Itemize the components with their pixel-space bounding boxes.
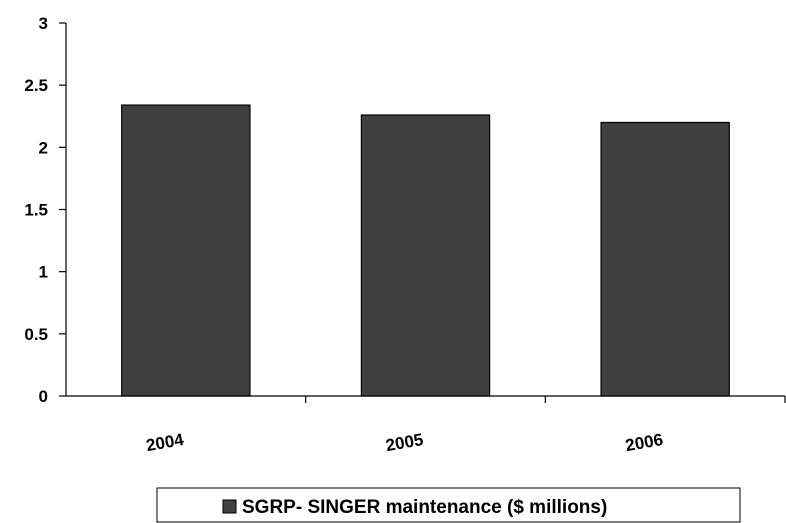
y-tick-label: 0 bbox=[39, 387, 48, 406]
legend-label: SGRP- SINGER maintenance ($ millions) bbox=[242, 497, 607, 518]
y-tick-label: 2.5 bbox=[24, 76, 48, 95]
x-labels: 2004 2005 2006 bbox=[145, 430, 665, 455]
y-axis: 0 0.5 1 1.5 2 2.5 3 bbox=[24, 14, 67, 406]
y-tick-label: 1.5 bbox=[24, 201, 48, 220]
legend-box bbox=[156, 487, 741, 523]
y-tick-label: 0.5 bbox=[24, 325, 48, 344]
x-ticks bbox=[305, 396, 786, 403]
bar-2005 bbox=[360, 114, 491, 397]
y-tick-label: 2 bbox=[39, 138, 48, 157]
x-axis: 2004 2005 2006 bbox=[66, 395, 786, 455]
bar-2006 bbox=[600, 121, 730, 397]
y-ticks: 0 0.5 1 1.5 2 2.5 3 bbox=[24, 14, 66, 406]
legend: SGRP- SINGER maintenance ($ millions) bbox=[156, 487, 741, 523]
bars bbox=[121, 104, 730, 397]
x-category-label: 2005 bbox=[384, 430, 425, 455]
y-tick-label: 3 bbox=[39, 14, 48, 33]
x-category-label: 2006 bbox=[624, 430, 665, 455]
x-category-label: 2004 bbox=[145, 430, 186, 455]
legend-swatch bbox=[222, 499, 237, 514]
bar-2004 bbox=[121, 104, 251, 397]
y-tick-label: 1 bbox=[39, 263, 48, 282]
